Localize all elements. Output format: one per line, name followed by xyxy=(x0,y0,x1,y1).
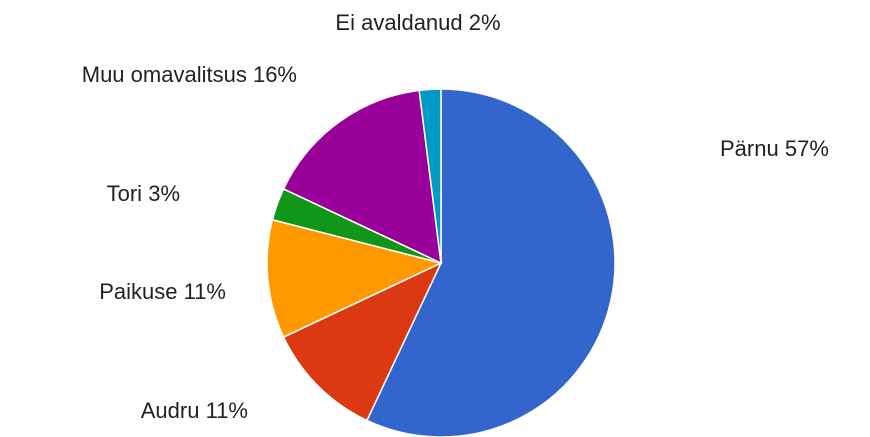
slice-value: 57% xyxy=(785,136,829,161)
pie-slice xyxy=(365,88,616,437)
slice-value: 11% xyxy=(206,398,248,423)
slice-category: Pärnu xyxy=(720,136,779,161)
slice-value: 16% xyxy=(253,62,297,87)
slice-category: Ei avaldanud xyxy=(335,10,462,35)
pie-slice xyxy=(282,89,442,265)
slice-label: Ei avaldanud 2% xyxy=(335,10,500,35)
pie-slice xyxy=(266,218,444,339)
slice-label: Paikuse 11% xyxy=(99,279,226,304)
slice-category: Paikuse xyxy=(99,279,177,304)
slice-label: Pärnu 57% xyxy=(720,136,829,161)
slice-value: 11% xyxy=(184,279,226,304)
slice-value: 2% xyxy=(469,10,501,35)
pie-slice xyxy=(418,88,442,264)
slice-category: Tori xyxy=(107,181,142,206)
slice-label: Tori 3% xyxy=(107,181,180,206)
slice-value: 3% xyxy=(148,181,180,206)
pie-slice xyxy=(282,261,443,422)
slice-label: Audru 11% xyxy=(141,398,248,423)
slice-label: Muu omavalitsus 16% xyxy=(82,62,297,87)
slice-category: Muu omavalitsus xyxy=(82,62,247,87)
slice-category: Audru xyxy=(141,398,200,423)
